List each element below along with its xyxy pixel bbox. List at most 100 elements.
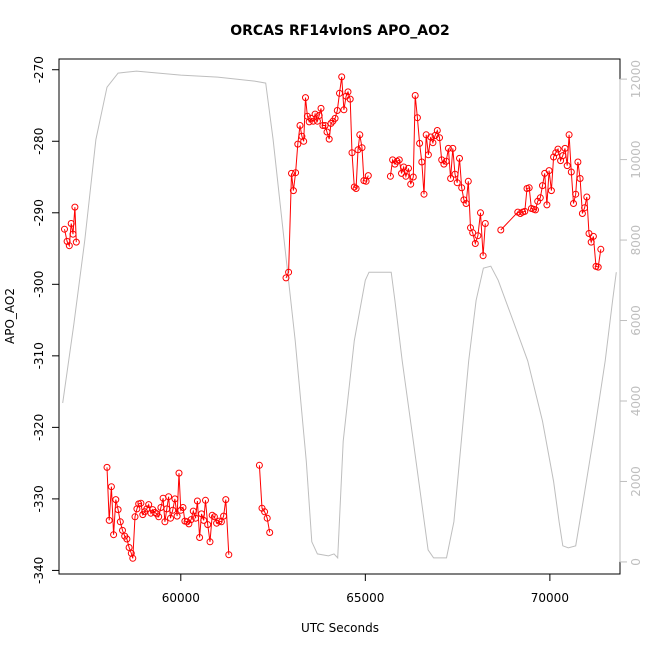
apo-point [210, 513, 218, 521]
apo-point [112, 496, 120, 504]
apo-point [570, 200, 577, 207]
apo-point [333, 107, 341, 114]
apo-point [206, 538, 214, 546]
apo-point [400, 163, 408, 171]
apo-point [114, 506, 122, 514]
apo-point [161, 518, 169, 526]
apo-point [321, 122, 329, 129]
apo-line-segment [64, 207, 77, 248]
y-axis-left: -340 -330 -320 -310 -300 -290 -280 -270 [32, 56, 60, 584]
y-tick-label: -340 [32, 557, 46, 584]
apo-point [336, 89, 343, 97]
apo-point [338, 73, 346, 81]
apo-point [460, 196, 468, 204]
apo-point [202, 496, 209, 504]
apo-point [589, 232, 597, 240]
y2-tick-label: 2000 [629, 466, 643, 497]
altitude-line [62, 70, 617, 560]
apo-point [294, 140, 302, 148]
apo-point [220, 512, 228, 520]
apo-point [71, 203, 79, 211]
apo-point [72, 238, 80, 246]
apo-point [497, 226, 505, 234]
apo-point [418, 158, 426, 166]
apo-point [263, 514, 271, 522]
apo-point [285, 268, 293, 276]
apo-point [458, 184, 466, 192]
apo-point [479, 252, 487, 260]
y-tick-label: -280 [32, 128, 46, 155]
apo-point [536, 194, 544, 202]
apo-point [116, 518, 124, 526]
apo-point [545, 167, 553, 175]
y-axis-right: 0 2000 4000 6000 8000 10000 12000 [619, 60, 643, 566]
y-tick-label: -270 [32, 56, 46, 83]
apo-point [344, 88, 352, 96]
apo-point [222, 496, 230, 504]
apo-point [581, 204, 589, 212]
apo-point [204, 521, 212, 529]
apo-point [456, 154, 463, 162]
apo-point [474, 232, 482, 240]
apo-point [165, 493, 173, 501]
apo-point [302, 94, 309, 102]
apo-point [525, 184, 533, 192]
x-axis-label: UTC Seconds [301, 621, 379, 635]
apo-point [442, 157, 450, 165]
apo-point [350, 183, 358, 191]
y-tick-label: -320 [32, 414, 46, 441]
apo-point [69, 230, 77, 238]
apo-point [151, 509, 159, 516]
apo-point [127, 549, 135, 557]
apo-point [352, 185, 360, 192]
apo-point [552, 149, 560, 157]
apo-point [386, 172, 394, 180]
apo-point [309, 117, 317, 125]
apo-point [402, 172, 410, 180]
apo-point [436, 134, 443, 142]
x-tick-label: 60000 [162, 591, 200, 605]
apo-point [129, 554, 137, 562]
apo-point [395, 156, 403, 164]
y2-tick-label: 6000 [629, 305, 643, 336]
plot-frame [58, 58, 621, 575]
apo-point [464, 177, 472, 185]
apo-point [565, 131, 573, 139]
apo-point [559, 152, 567, 160]
apo-point [65, 242, 73, 250]
apo-point [255, 461, 263, 469]
y-tick-label: -330 [32, 485, 46, 512]
apo-point [358, 144, 366, 152]
apo-point [554, 145, 562, 153]
y2-tick-label: 12000 [629, 60, 643, 98]
apo-point [413, 114, 421, 122]
x-tick-label: 65000 [346, 591, 384, 605]
apo-point [449, 144, 457, 152]
apo-point [319, 122, 327, 129]
apo-point [145, 501, 153, 509]
apo-point [187, 516, 195, 524]
apo-point [451, 170, 459, 178]
apo-point [292, 169, 300, 177]
apo-point [594, 263, 602, 271]
apo-point [424, 151, 432, 159]
apo-point [438, 156, 446, 164]
apo-point [137, 499, 145, 507]
apo-point [125, 544, 133, 551]
apo-point [193, 497, 201, 505]
apo-point [325, 135, 333, 143]
y2-tick-label: 10000 [629, 141, 643, 179]
apo-point [288, 169, 295, 177]
apo-point [63, 237, 71, 245]
x-tick-label: 70000 [531, 591, 569, 605]
apo-point [462, 200, 470, 207]
apo-point [477, 209, 484, 217]
apo-point [583, 193, 591, 201]
y2-tick-label: 8000 [629, 225, 643, 256]
apo-point [561, 144, 569, 152]
apo-line-segment [258, 465, 271, 533]
apo-point [169, 506, 177, 514]
apo-point [185, 520, 193, 528]
apo-point [155, 513, 163, 521]
